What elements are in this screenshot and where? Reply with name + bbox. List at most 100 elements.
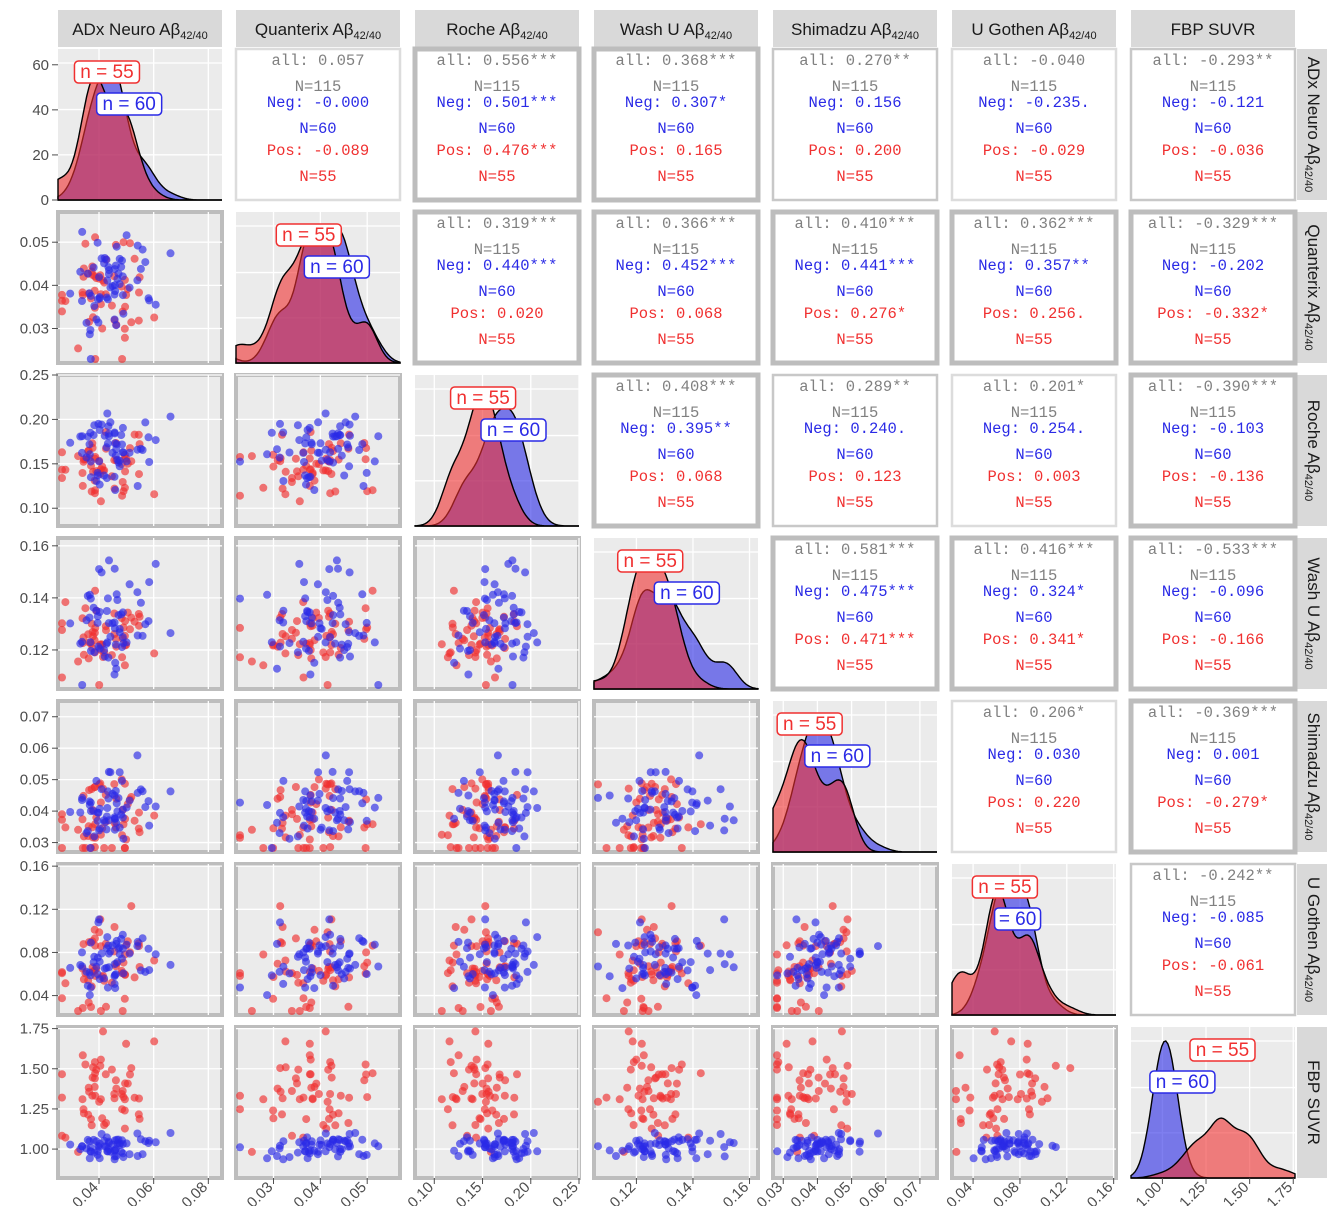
point-pos [58,810,66,819]
y-tick-label: 0.12 [20,642,49,659]
panel-r5-c0 [56,862,224,1017]
point-neg [151,559,160,568]
point-neg [673,975,682,984]
point-pos [236,653,244,662]
point-neg [370,1139,379,1148]
row-strip-label-wash-u: Wash U Aβ42/40 [1302,557,1322,669]
point-neg [100,254,109,262]
point-neg [133,276,142,285]
point-pos [482,1090,491,1098]
point-pos [1043,1094,1052,1103]
point-neg [813,1147,822,1156]
point-neg [112,440,121,449]
point-neg [846,962,855,971]
panel-r4-c1 [234,699,402,854]
corr-all-text: all: -0.533*** [1148,541,1278,559]
point-neg [786,952,794,961]
density-label-neg-box [303,255,371,279]
point-neg [783,969,792,978]
point-pos [843,1061,852,1070]
point-pos [800,1094,809,1103]
point-pos [327,470,336,478]
point-neg [625,1142,634,1151]
point-neg [317,943,326,952]
corr-n-pos-text: N=55 [1194,331,1231,349]
point-neg [303,975,312,984]
point-pos [481,1097,490,1106]
point-neg [691,827,700,836]
point-pos [1017,1090,1025,1098]
corr-n-neg-text: N=60 [478,283,515,301]
point-pos [443,1105,452,1114]
point-neg [370,638,379,647]
point-neg [835,970,844,979]
corr-n-all-text: N=115 [1190,241,1237,259]
point-neg [95,457,104,466]
point-neg [273,1152,281,1160]
point-pos [288,626,296,634]
point-neg [625,818,634,827]
point-pos [121,1079,130,1088]
point-neg [310,658,319,667]
point-pos [510,1110,518,1119]
point-neg [85,1154,94,1163]
point-neg [977,1146,986,1155]
point-neg [1014,1150,1023,1159]
point-neg [136,1135,145,1144]
panel-r4-c4: n = 55 n = 60 [772,701,937,853]
point-pos [615,844,624,852]
point-neg [122,940,131,949]
corr-pos-text: Pos: 0.123 [808,468,901,486]
point-pos [629,844,638,852]
point-neg [337,1145,346,1154]
point-pos [368,1069,377,1078]
point-pos [314,1090,323,1098]
point-pos [800,923,809,931]
point-neg [76,432,85,441]
point-neg [618,814,627,823]
point-neg [827,941,836,950]
corr-pos-text: Pos: 0.256. [983,305,1085,323]
point-neg [482,624,490,633]
corr-n-neg-text: N=60 [299,120,336,138]
point-pos [494,1119,503,1127]
point-neg [504,950,513,959]
point-neg [618,1146,627,1155]
point-neg [355,1150,364,1159]
point-neg [103,594,112,603]
point-pos [476,1003,485,1011]
point-pos [269,1106,278,1115]
point-neg [97,1130,106,1138]
point-neg [307,797,316,806]
point-neg [285,1153,294,1162]
point-neg [641,948,650,957]
point-neg [646,930,655,939]
corr-n-pos-text: N=55 [478,331,515,349]
corr-n-pos-text: N=55 [1194,983,1231,1001]
point-neg [325,915,334,924]
x-tick-label: 0.04 [943,1179,976,1206]
point-neg [166,787,175,796]
point-neg [823,968,832,977]
point-neg [362,816,371,825]
point-neg [661,1140,670,1149]
point-neg [110,265,119,274]
point-neg [716,785,725,794]
point-neg [86,844,95,852]
point-pos [654,795,663,804]
point-pos [130,254,139,263]
point-pos [469,833,478,842]
y-tick-label: 0.06 [20,740,49,757]
point-neg [533,638,542,647]
point-pos [247,657,256,666]
corr-n-neg-text: N=60 [1015,283,1052,301]
point-neg [300,966,308,975]
point-pos [259,1095,268,1104]
point-neg [647,787,656,796]
corr-n-all-text: N=115 [1190,404,1237,422]
point-neg [166,960,175,969]
panel-background [413,699,581,854]
y-tick-label: 0.20 [20,411,49,428]
point-pos [478,1079,487,1088]
point-pos [58,968,66,977]
